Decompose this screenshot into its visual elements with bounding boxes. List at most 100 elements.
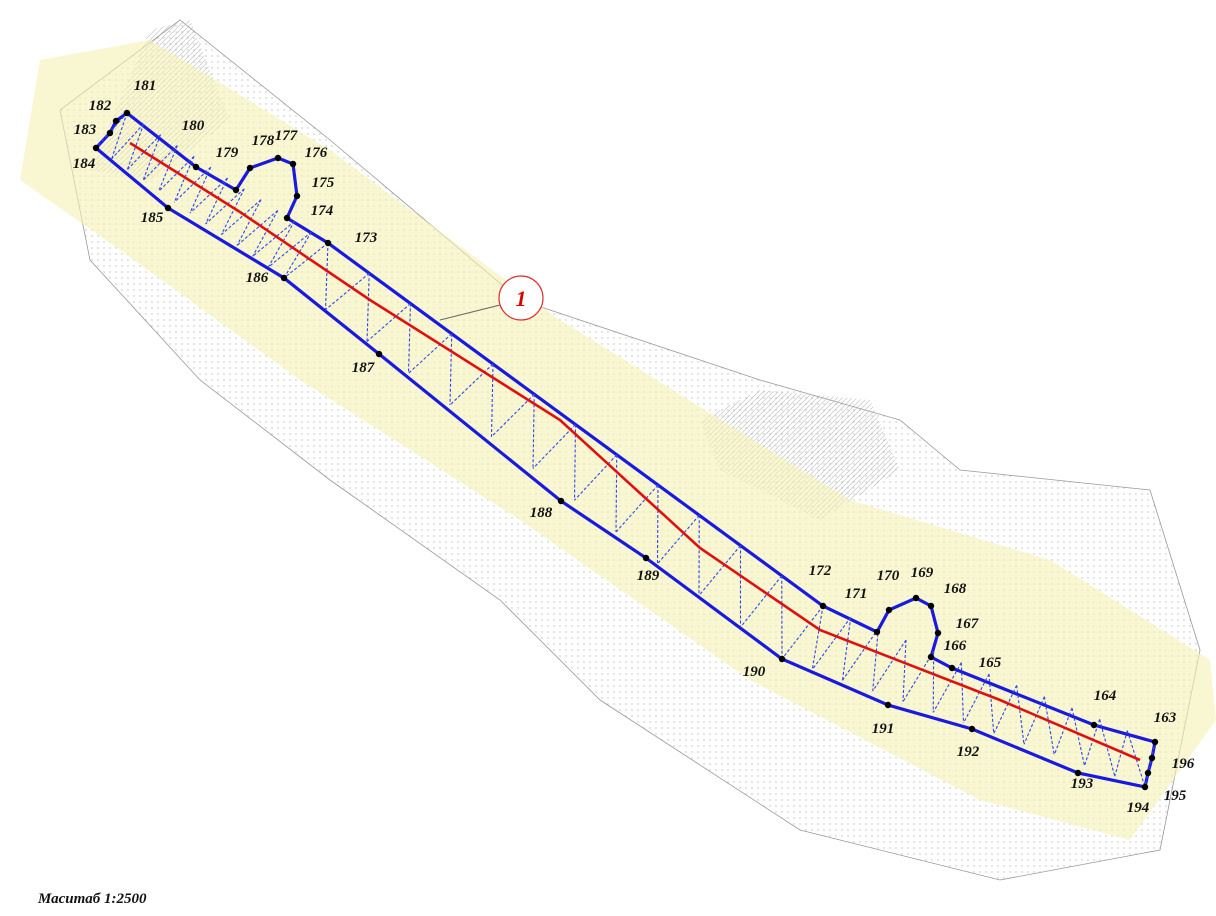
grid-line: [142, 145, 178, 181]
point-label: 194: [1127, 800, 1150, 816]
grid-diagonal: [173, 156, 195, 203]
grid-diagonal: [324, 242, 329, 310]
point-label: 171: [845, 586, 868, 602]
grid-diagonal: [366, 273, 370, 342]
point-label: 191: [872, 721, 895, 737]
grid-diagonal: [872, 628, 879, 692]
grid-line: [532, 424, 576, 469]
grid-line: [220, 199, 262, 236]
point-label: 185: [141, 210, 164, 226]
point-label: 195: [1164, 788, 1187, 804]
plot-marker: [498, 275, 544, 321]
point-dot: [1151, 738, 1159, 746]
grid-diagonal: [656, 484, 659, 564]
point-dot: [283, 214, 291, 222]
boundary-points: 181 182 183 184 180 179 178 177 176 175 174 173 185 1…: [73, 78, 1195, 816]
grid-diagonal: [220, 188, 245, 235]
grid-line: [158, 155, 195, 192]
hatched-area: [700, 390, 900, 520]
point-dot: [948, 664, 956, 672]
point-dot: [92, 144, 100, 152]
grid-line: [189, 177, 228, 214]
point-label: 178: [252, 133, 275, 149]
grid-line: [252, 220, 295, 257]
point-label: 184: [73, 156, 96, 172]
grid-diagonal: [283, 231, 312, 279]
point-dot: [246, 164, 254, 172]
grid-diagonal: [573, 424, 577, 501]
point-dot: [164, 204, 172, 212]
point-dot: [927, 653, 935, 661]
point-label: 164: [1094, 688, 1117, 704]
grid-line: [740, 575, 783, 628]
point-label: 187: [352, 360, 375, 376]
point-dot: [106, 129, 114, 137]
point-dot: [293, 192, 301, 200]
grid-line: [781, 605, 824, 660]
point-label: 173: [355, 230, 378, 246]
grid-diagonal: [407, 303, 412, 374]
grid-diagonal: [126, 123, 145, 170]
point-dot: [375, 350, 383, 358]
point-label: 193: [1071, 776, 1094, 792]
grid-line: [872, 639, 907, 692]
point-label: 183: [74, 122, 97, 138]
grid-diagonal: [189, 166, 212, 214]
grid-line: [615, 484, 659, 533]
point-dot: [1141, 783, 1149, 791]
point-label: 188: [530, 505, 553, 521]
grid-line: [491, 393, 535, 438]
point-label: 168: [944, 581, 967, 597]
grid-diagonal: [811, 605, 824, 670]
grid-diagonal: [615, 454, 618, 533]
point-dot: [232, 186, 240, 194]
point-label: 181: [134, 78, 157, 94]
grid-line: [267, 231, 312, 268]
grid-diagonal: [902, 639, 907, 702]
point-label: 192: [957, 744, 980, 760]
grid-diagonal: [960, 662, 965, 724]
point-dot: [778, 655, 786, 663]
point-dot: [884, 701, 892, 709]
point-label: 177: [275, 128, 298, 144]
route-line: [129, 141, 1141, 762]
grid-line: [236, 210, 279, 246]
point-label: 182: [89, 98, 112, 114]
grid-diagonal: [252, 210, 279, 257]
grid-diagonal: [267, 221, 295, 268]
point-dot: [280, 274, 288, 282]
point-dot: [192, 163, 200, 171]
point-label: 165: [979, 655, 1002, 671]
point-dot: [873, 628, 881, 636]
point-label: 169: [911, 565, 934, 581]
point-label: 166: [944, 638, 967, 654]
buffer-zone: [20, 40, 1216, 840]
grid-diagonal: [236, 199, 262, 246]
grid-line: [205, 188, 245, 225]
point-label: 174: [311, 203, 334, 219]
grid-line: [126, 134, 161, 171]
grid-diagonal: [205, 177, 228, 225]
grid-line: [1023, 696, 1045, 745]
grid-line: [574, 454, 618, 501]
grid-diagonal: [841, 617, 852, 681]
grid-line: [1114, 730, 1128, 777]
point-dot: [289, 160, 297, 168]
grid-line: [811, 617, 852, 670]
grid-line: [1083, 719, 1101, 766]
point-dot: [927, 602, 935, 610]
grid-line: [657, 514, 700, 565]
grid-line: [932, 662, 962, 713]
leader-line: [439, 304, 501, 321]
point-label: 172: [809, 563, 832, 579]
point-dot: [123, 109, 131, 117]
point-dot: [112, 117, 120, 125]
point-label: 170: [877, 568, 900, 584]
plot-label: 1: [516, 286, 527, 311]
point-label: 196: [1172, 756, 1195, 772]
grid-line: [111, 123, 145, 160]
grid-line: [698, 545, 741, 596]
grid-diagonal: [1144, 741, 1156, 788]
point-label: 175: [312, 175, 335, 191]
